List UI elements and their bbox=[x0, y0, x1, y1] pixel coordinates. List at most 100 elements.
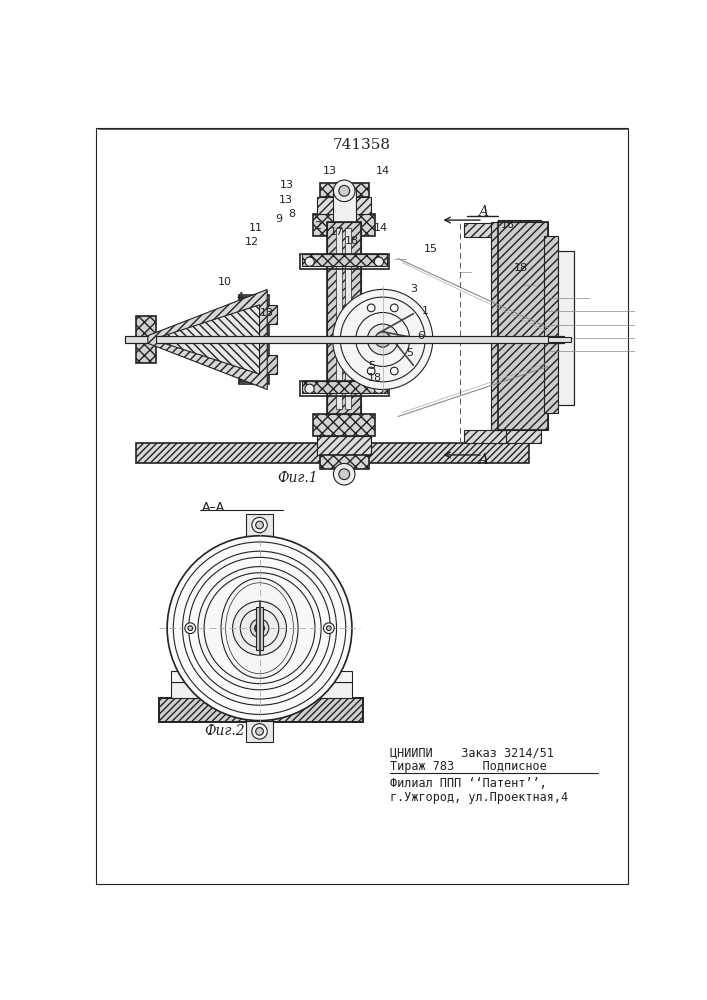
Text: A: A bbox=[478, 205, 488, 219]
Circle shape bbox=[333, 289, 433, 389]
Text: 4: 4 bbox=[237, 292, 244, 302]
Bar bbox=[231, 355, 243, 374]
Bar bbox=[266, 355, 277, 374]
Text: г.Ужгород, ул.Проектная,4: г.Ужгород, ул.Проектная,4 bbox=[390, 791, 568, 804]
Text: Фиг.2: Фиг.2 bbox=[204, 724, 245, 738]
Circle shape bbox=[305, 257, 314, 266]
Text: 741358: 741358 bbox=[333, 138, 391, 152]
Bar bbox=[320, 183, 369, 197]
Bar bbox=[171, 682, 352, 698]
Bar bbox=[246, 514, 274, 536]
Bar bbox=[544, 235, 559, 413]
Circle shape bbox=[374, 257, 383, 266]
Circle shape bbox=[368, 324, 398, 355]
Text: Тираж 783    Подписное: Тираж 783 Подписное bbox=[390, 760, 547, 773]
Bar bbox=[362, 365, 404, 377]
Text: Филиал ППП ‘‘Патент’’,: Филиал ППП ‘‘Патент’’, bbox=[390, 777, 547, 790]
Circle shape bbox=[305, 384, 314, 393]
Circle shape bbox=[375, 332, 390, 347]
Bar bbox=[136, 443, 529, 463]
Text: 12: 12 bbox=[245, 237, 259, 247]
Ellipse shape bbox=[221, 578, 298, 678]
Text: Фиг.1: Фиг.1 bbox=[278, 471, 318, 485]
Text: ЦНИИПИ    Заказ 3214/51: ЦНИИПИ Заказ 3214/51 bbox=[390, 746, 554, 759]
Bar bbox=[231, 305, 243, 324]
Circle shape bbox=[324, 623, 334, 634]
Bar bbox=[333, 189, 356, 259]
Bar bbox=[156, 336, 563, 343]
Circle shape bbox=[233, 601, 286, 655]
Circle shape bbox=[252, 724, 267, 739]
Circle shape bbox=[334, 180, 355, 202]
Bar bbox=[136, 316, 156, 363]
Bar bbox=[327, 222, 361, 414]
Text: А–А: А–А bbox=[201, 501, 225, 514]
Bar bbox=[327, 222, 361, 414]
Text: 15: 15 bbox=[424, 244, 438, 254]
Text: 16: 16 bbox=[501, 220, 515, 230]
Circle shape bbox=[339, 469, 350, 480]
Bar bbox=[246, 721, 274, 742]
Bar bbox=[345, 228, 351, 409]
Bar bbox=[320, 455, 369, 469]
Circle shape bbox=[327, 626, 331, 631]
Polygon shape bbox=[160, 305, 259, 374]
Bar bbox=[498, 222, 549, 430]
Bar bbox=[313, 214, 375, 235]
Circle shape bbox=[198, 567, 321, 690]
Bar bbox=[363, 303, 402, 312]
Circle shape bbox=[185, 623, 196, 634]
Bar bbox=[302, 381, 387, 393]
Text: 13: 13 bbox=[260, 308, 274, 318]
Circle shape bbox=[256, 728, 264, 735]
Bar bbox=[313, 414, 375, 436]
Bar bbox=[171, 671, 352, 682]
Text: 2: 2 bbox=[315, 221, 322, 231]
Bar bbox=[302, 254, 387, 266]
Text: 5: 5 bbox=[368, 361, 375, 371]
Circle shape bbox=[167, 536, 352, 721]
Text: A: A bbox=[478, 453, 488, 467]
Circle shape bbox=[255, 624, 264, 633]
Bar bbox=[257, 607, 262, 650]
Polygon shape bbox=[148, 289, 267, 389]
Circle shape bbox=[188, 626, 192, 631]
Text: 18: 18 bbox=[345, 236, 359, 246]
Bar bbox=[464, 223, 506, 237]
Text: 14: 14 bbox=[375, 166, 390, 176]
Circle shape bbox=[339, 185, 350, 196]
Bar bbox=[498, 220, 541, 443]
Circle shape bbox=[334, 463, 355, 485]
Circle shape bbox=[374, 384, 383, 393]
Bar bbox=[549, 337, 571, 342]
Text: 1: 1 bbox=[421, 306, 428, 316]
Text: 17: 17 bbox=[330, 227, 344, 237]
Text: 18: 18 bbox=[368, 373, 382, 383]
Bar bbox=[300, 254, 389, 269]
Bar bbox=[300, 381, 389, 396]
Text: 13: 13 bbox=[279, 195, 293, 205]
Bar bbox=[336, 228, 342, 409]
Bar bbox=[239, 295, 269, 384]
Bar bbox=[362, 302, 404, 314]
Text: 18: 18 bbox=[514, 263, 528, 273]
Bar bbox=[317, 197, 371, 214]
Circle shape bbox=[252, 517, 267, 533]
Bar bbox=[317, 436, 371, 455]
Bar bbox=[363, 366, 402, 376]
Bar bbox=[464, 430, 506, 443]
Circle shape bbox=[250, 619, 269, 637]
Text: 10: 10 bbox=[218, 277, 232, 287]
Bar bbox=[240, 297, 267, 382]
Bar bbox=[491, 222, 549, 430]
Text: 5: 5 bbox=[407, 348, 413, 358]
Text: 13: 13 bbox=[280, 180, 294, 190]
Text: 14: 14 bbox=[373, 223, 387, 233]
Text: 8: 8 bbox=[288, 209, 296, 219]
Bar bbox=[160, 698, 363, 722]
Text: 3: 3 bbox=[410, 284, 417, 294]
Text: 9: 9 bbox=[275, 214, 282, 224]
Text: 6: 6 bbox=[418, 331, 425, 341]
Bar bbox=[559, 251, 573, 405]
Bar bbox=[125, 336, 148, 343]
